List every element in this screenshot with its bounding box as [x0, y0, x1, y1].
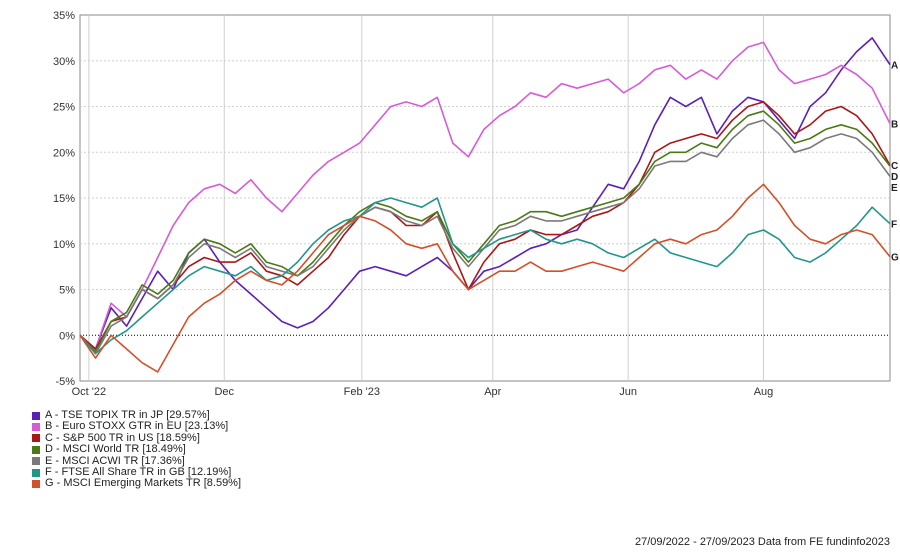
- x-tick-label: Aug: [754, 386, 774, 398]
- legend-item-e: E - MSCI ACWI TR [17.36%]: [32, 454, 241, 467]
- series-line-c: [79, 101, 891, 350]
- legend-swatch: [32, 411, 40, 420]
- legend-swatch: [32, 480, 40, 489]
- legend-swatch: [32, 457, 40, 466]
- x-tick-label: Feb '23: [344, 386, 380, 398]
- y-tick-label: 20%: [53, 147, 75, 159]
- x-tick-label: Apr: [484, 386, 501, 398]
- series-line-a: [79, 37, 891, 350]
- y-tick-label: 5%: [59, 285, 75, 297]
- series-line-d: [79, 110, 891, 353]
- y-tick-label: 0%: [59, 330, 75, 342]
- axes: -5% 0% 5% 10% 15% 20% 25% 30% 35% Oct '22 Dec Feb '…: [53, 10, 773, 398]
- y-tick-label: 35%: [53, 10, 75, 22]
- x-tick-label: Dec: [214, 386, 234, 398]
- y-tick-label: 10%: [53, 239, 75, 251]
- series-end-label-g: G: [891, 253, 899, 264]
- legend-item-b: B - Euro STOXX GTR in EU [23.13%]: [32, 420, 241, 433]
- series-lines: [79, 37, 891, 373]
- series-end-label-b: B: [891, 120, 898, 131]
- legend-label: A - TSE TOPIX TR in JP [29.57%]: [45, 409, 210, 421]
- legend-item-a: A - TSE TOPIX TR in JP [29.57%]: [32, 409, 241, 421]
- footer-source-text: 27/09/2022 - 27/09/2023 Data from FE fun…: [634, 536, 890, 548]
- legend-item-d: D - MSCI World TR [18.49%]: [32, 443, 241, 456]
- legend-swatch: [32, 445, 40, 454]
- series-end-label-d: D: [891, 172, 898, 183]
- legend-item-f: F - FTSE All Share TR in GB [12.19%]: [32, 465, 241, 478]
- legend-item-g: G - MSCI Emerging Markets TR [8.59%]: [32, 477, 242, 490]
- x-tick-label: Oct '22: [72, 386, 107, 398]
- series-end-label-e: E: [891, 183, 898, 194]
- y-tick-label: 15%: [53, 193, 75, 205]
- grid-lines: [79, 14, 891, 382]
- legend-label: C - S&P 500 TR in US [18.59%]: [45, 431, 200, 444]
- x-tick-label: Jun: [619, 386, 637, 398]
- y-tick-label: 25%: [53, 102, 75, 114]
- end-labels: A B CDE F G: [891, 61, 899, 264]
- legend-label: G - MSCI Emerging Markets TR [8.59%]: [45, 477, 242, 490]
- legend-item-c: C - S&P 500 TR in US [18.59%]: [32, 431, 241, 444]
- series-line-f: [79, 197, 891, 355]
- series-end-label-a: A: [891, 61, 898, 72]
- series-line-b: [79, 41, 891, 350]
- series-end-label-c: C: [891, 161, 898, 172]
- y-tick-label: -5%: [55, 376, 75, 388]
- performance-line-chart: -5% 0% 5% 10% 15% 20% 25% 30% 35% Oct '22 Dec Feb '…: [53, 10, 899, 398]
- y-tick-label: 30%: [53, 56, 75, 68]
- legend-swatch: [32, 434, 40, 443]
- legend-label: D - MSCI World TR [18.49%]: [45, 443, 186, 456]
- legend-label: E - MSCI ACWI TR [17.36%]: [45, 454, 185, 467]
- legend-label: F - FTSE All Share TR in GB [12.19%]: [45, 465, 232, 478]
- legend-swatch: [32, 423, 40, 432]
- series-line-g: [79, 183, 891, 373]
- legend-label: B - Euro STOXX GTR in EU [23.13%]: [45, 420, 229, 433]
- legend-swatch: [32, 468, 40, 477]
- legend: A - TSE TOPIX TR in JP [29.57%] B - Euro …: [32, 409, 242, 490]
- series-end-label-f: F: [891, 220, 897, 231]
